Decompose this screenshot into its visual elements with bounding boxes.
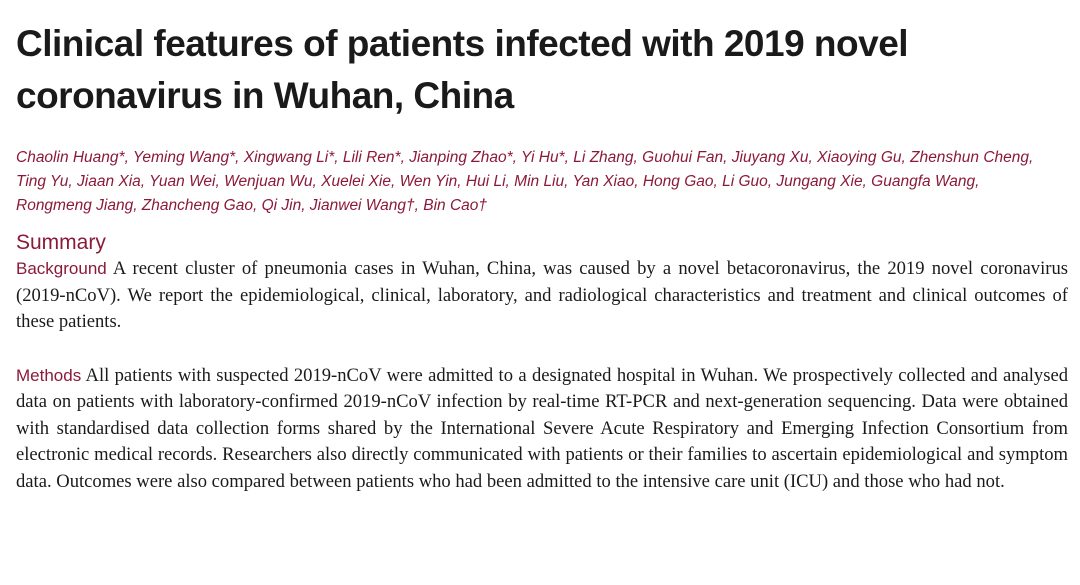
author-list: Chaolin Huang*, Yeming Wang*, Xingwang L… [16,149,1034,214]
article-page: Clinical features of patients infected w… [16,18,1068,495]
methods-label: Methods [16,365,82,385]
background-paragraph: Background A recent cluster of pneumonia… [16,256,1068,336]
background-label: Background [16,259,107,278]
background-text: A recent cluster of pneumonia cases in W… [16,258,1068,332]
methods-paragraph: Methods All patients with suspected 2019… [16,363,1068,496]
summary-heading: Summary [16,231,106,254]
methods-text: All patients with suspected 2019-nCoV we… [16,364,1068,492]
article-title: Clinical features of patients infected w… [16,23,909,116]
